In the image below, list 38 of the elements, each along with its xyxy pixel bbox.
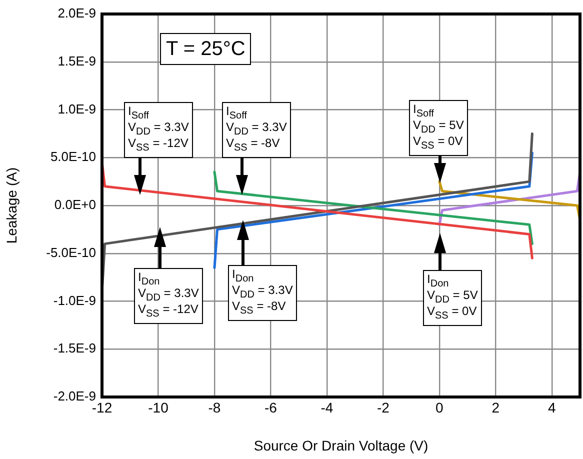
y-tick-label: 5.0E-10	[50, 149, 96, 164]
x-tick-label: 2	[492, 399, 500, 416]
y-tick-label: 1.5E-9	[58, 53, 96, 68]
annotation: I$_{Don}$	[232, 267, 255, 284]
annotation: I$_{Soff}$	[413, 102, 435, 120]
x-axis-title: Source Or Drain Voltage (V)	[254, 437, 428, 454]
annotation: V$_{DD}$ = 3.3V	[232, 283, 293, 300]
y-tick-label: 0.0E+0	[54, 197, 96, 212]
x-tick-label: -6	[264, 399, 278, 416]
annotation: V$_{SS}$ = -8V	[232, 299, 287, 316]
annotation: I$_{Don}$	[138, 270, 161, 288]
y-tick-label: -1.5E-9	[53, 340, 96, 356]
y-tick-label: 1.0E-9	[58, 101, 96, 116]
annotation: V$_{DD}$ = 5V	[413, 118, 464, 136]
annotation: V$_{SS}$ = 0V	[413, 134, 464, 152]
annotation: V$_{DD}$ = 3.3V	[138, 286, 199, 304]
annotation: T = 25°C	[160, 33, 252, 65]
annotation: V$_{SS}$ = 0V	[427, 304, 478, 322]
x-tick-label: -4	[320, 399, 334, 416]
x-tick-label: 0	[436, 399, 444, 416]
x-tick-label: 4	[548, 399, 556, 416]
y-axis-title: Leakage (A)	[3, 167, 20, 244]
y-tick-label: 2.0E-9	[58, 6, 96, 21]
y-tick-label: -2.0E-9	[53, 388, 96, 404]
annotation: V$_{SS}$ = -12V	[138, 302, 199, 320]
annotation: I$_{Don}$	[427, 272, 450, 290]
annotation: V$_{DD}$ = 3.3V	[226, 120, 287, 138]
annotation: I$_{Soff}$	[226, 104, 248, 122]
annotation: V$_{SS}$ = -8V	[226, 136, 281, 154]
annotation: V$_{DD}$ = 3.3V	[128, 120, 189, 138]
x-tick-label: -2	[376, 399, 390, 416]
annotation: V$_{SS}$ = -12V	[128, 136, 189, 154]
x-tick-label: -10	[148, 399, 169, 416]
x-tick-label: -8	[208, 399, 221, 416]
y-tick-label: -1.0E-9	[53, 292, 96, 308]
annotation: V$_{DD}$ = 5V	[427, 288, 478, 306]
y-tick-label: -5.0E-10	[46, 244, 96, 260]
annotation: I$_{Soff}$	[128, 104, 150, 122]
